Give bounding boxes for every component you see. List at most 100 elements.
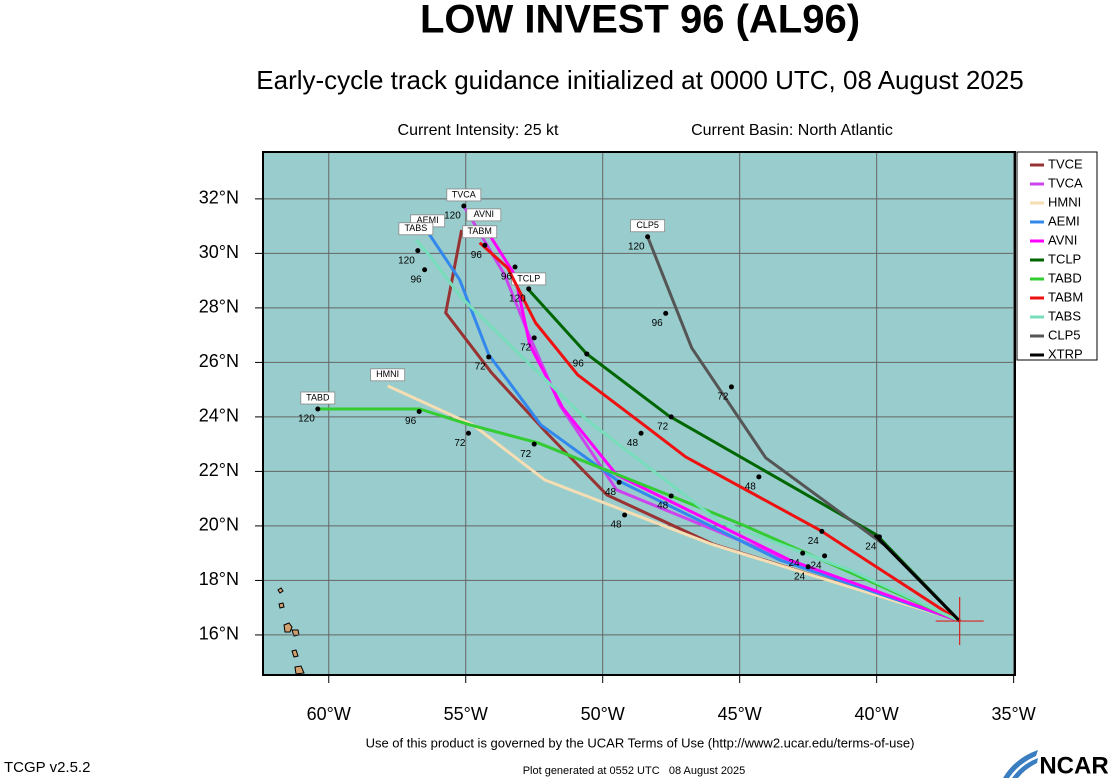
end-label: TVCA: [452, 189, 476, 199]
logo-mark: [1003, 750, 1038, 778]
hour-label: 120: [444, 211, 461, 222]
end-box: [446, 188, 482, 202]
x-tick-label: 60°W: [307, 704, 351, 724]
hour-label: 96: [573, 359, 585, 370]
hour-label: 96: [501, 272, 513, 283]
hour-label: 96: [411, 274, 423, 285]
end-box: [462, 225, 498, 239]
legend-label: HMNI: [1048, 194, 1081, 209]
end-label: AEMI: [417, 215, 439, 225]
hour-label: 24: [810, 561, 822, 572]
y-tick-label: 18°N: [199, 569, 239, 589]
hour-label: 48: [745, 482, 757, 493]
chart-subtitle: Early-cycle track guidance initialized a…: [256, 65, 1023, 95]
chart-title: LOW INVEST 96 (AL96): [420, 0, 860, 42]
y-tick-label: 24°N: [199, 406, 239, 426]
y-tick-label: 16°N: [199, 624, 239, 644]
hour-point: [465, 430, 471, 436]
y-tick-label: 26°N: [199, 351, 239, 371]
legend-label: TABS: [1048, 308, 1081, 323]
hour-point: [415, 248, 421, 254]
end-box: [630, 219, 666, 233]
end-box: [300, 391, 336, 405]
hour-point: [416, 408, 422, 414]
version: TCGP v2.5.2: [4, 759, 90, 776]
hour-point: [461, 203, 467, 209]
hour-label: 120: [509, 293, 526, 304]
hour-point: [531, 335, 537, 341]
end-label: TABS: [404, 223, 427, 233]
hour-label: 96: [652, 318, 664, 329]
grid: [263, 152, 1015, 675]
end-label: TCLP: [517, 273, 540, 283]
hour-label: 24: [794, 571, 806, 582]
hour-point: [526, 286, 532, 292]
tracks: TVCA HMNI AEMI AVNI TCLP TABD TABM TABS CLP5 120 1…: [298, 188, 984, 646]
hour-label: 72: [657, 422, 669, 433]
track: [317, 407, 961, 623]
y-tick-label: 32°N: [199, 188, 239, 208]
hour-point: [638, 430, 644, 436]
y-tick-label: 20°N: [199, 515, 239, 535]
plot-frame: [262, 151, 1016, 676]
x-tick-label: 50°W: [581, 704, 625, 724]
hour-label: 96: [471, 250, 483, 261]
x-tick-label: 35°W: [992, 704, 1036, 724]
legend-label: AVNI: [1048, 232, 1077, 247]
hour-point: [645, 234, 651, 240]
legend-label: CLP5: [1048, 327, 1081, 342]
legend-items: TVCE TVCA HMNI AEMI AVNI TCLP TABD TABM TABS CLP5…: [1030, 156, 1083, 361]
hour-label: 48: [627, 438, 639, 449]
footer: Use of this product is governed by the U…: [366, 735, 915, 750]
hour-label: 120: [298, 414, 315, 425]
hour-point: [819, 528, 825, 534]
hour-point: [822, 553, 828, 559]
legend-label: TVCA: [1048, 175, 1083, 190]
hour-point: [800, 550, 806, 556]
hour-label: 24: [808, 536, 820, 547]
end-label: HMNI: [376, 369, 399, 379]
hour-point: [805, 564, 811, 570]
end-box: [370, 368, 406, 382]
y-tick-label: 22°N: [199, 460, 239, 480]
basin: Current Basin: North Atlantic: [691, 122, 893, 139]
end-box: [398, 222, 434, 236]
hour-point: [668, 414, 674, 420]
track: [414, 238, 961, 623]
hour-point: [482, 242, 488, 248]
hour-point: [663, 310, 669, 316]
legend-label: TABM: [1048, 289, 1083, 304]
legend-label: XTRP: [1048, 346, 1083, 361]
hour-label: 120: [398, 255, 415, 266]
end-label: CLP5: [636, 220, 659, 230]
hour-point: [756, 474, 762, 480]
legend-label: TVCE: [1048, 156, 1083, 171]
hour-label: 120: [628, 241, 645, 252]
hour-point: [728, 384, 734, 390]
y-tick-label: 30°N: [199, 242, 239, 262]
hour-label: 48: [610, 520, 622, 531]
end-label: AVNI: [474, 209, 494, 219]
end-label: TABD: [306, 392, 330, 402]
hour-label: 24: [789, 558, 801, 569]
hour-point: [584, 351, 590, 357]
hour-label: 72: [717, 392, 729, 403]
hour-point: [876, 534, 882, 540]
hour-point: [616, 479, 622, 485]
hour-label: 72: [475, 362, 487, 373]
hour-label: 48: [657, 501, 669, 512]
hour-point: [622, 512, 628, 518]
hour-point: [512, 264, 518, 270]
hour-point: [422, 267, 428, 273]
x-tick-label: 40°W: [855, 704, 899, 724]
track: [873, 533, 961, 623]
end-box: [466, 208, 502, 222]
intensity: Current Intensity: 25 kt: [398, 122, 560, 139]
hour-label: 72: [520, 449, 532, 460]
hour-label: 24: [865, 541, 877, 552]
hour-point: [486, 354, 492, 360]
generated: Plot generated at 0552 UTC 08 August 202…: [523, 765, 746, 777]
x-tick-label: 45°W: [718, 704, 762, 724]
end-label: TABM: [468, 226, 492, 236]
